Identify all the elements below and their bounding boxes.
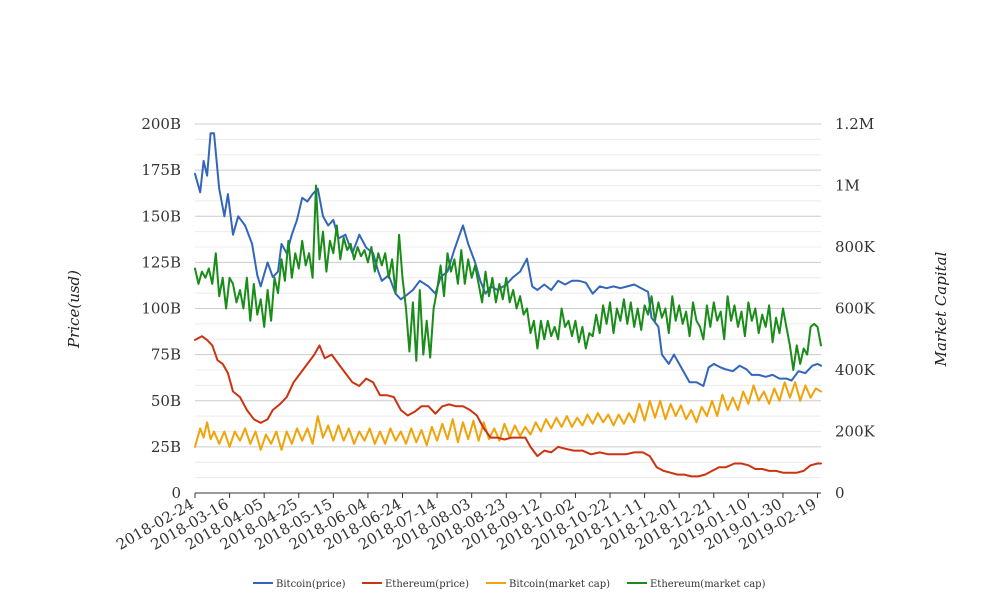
y-left-tick-label: 100B bbox=[141, 300, 181, 318]
x-axis: 2018-02-242018-03-162018-04-052018-04-25… bbox=[113, 493, 820, 554]
y-axis-right: 0 200K 400K 600K 800K 1M 1.2M bbox=[835, 115, 876, 502]
legend-item: Bitcoin(market cap) bbox=[486, 579, 610, 590]
y-left-tick-label: 25B bbox=[151, 438, 181, 456]
y-left-tick-label: 50B bbox=[151, 392, 181, 410]
series-lines bbox=[194, 132, 822, 478]
y-right-tick-label: 200K bbox=[835, 423, 876, 441]
series-line-bitcoin-market-cap bbox=[194, 381, 822, 451]
y-axis-left: 0 25B 50B 75B 100B 125B 150B 175B 200B bbox=[141, 115, 181, 502]
legend-item: Ethereum(price) bbox=[362, 579, 469, 590]
legend-label: Bitcoin(market cap) bbox=[509, 579, 610, 590]
y-axis-left-title: Price(usd) bbox=[65, 270, 83, 349]
y-left-tick-label: 200B bbox=[141, 115, 181, 133]
series-line-ethereum-market-cap bbox=[194, 184, 822, 371]
legend: Bitcoin(price) Ethereum(price) Bitcoin(mar… bbox=[253, 579, 766, 590]
legend-label: Ethereum(price) bbox=[385, 579, 469, 590]
legend-item: Ethereum(market cap) bbox=[627, 579, 766, 590]
series-line-bitcoin-price bbox=[194, 132, 822, 387]
y-right-tick-label: 600K bbox=[835, 300, 876, 318]
y-left-tick-label: 75B bbox=[151, 346, 181, 364]
legend-item: Bitcoin(price) bbox=[253, 579, 346, 590]
y-right-tick-label: 800K bbox=[835, 238, 876, 256]
y-right-tick-label: 1M bbox=[835, 177, 860, 195]
y-right-tick-label: 0 bbox=[835, 484, 845, 502]
y-left-tick-label: 150B bbox=[141, 207, 181, 225]
y-axis-right-title: Market Capital bbox=[932, 251, 950, 367]
legend-label: Ethereum(market cap) bbox=[650, 579, 766, 590]
legend-label: Bitcoin(price) bbox=[276, 579, 346, 590]
y-left-tick-label: 125B bbox=[141, 253, 181, 271]
series-line-ethereum-price bbox=[194, 335, 822, 478]
y-right-tick-label: 400K bbox=[835, 361, 876, 379]
y-left-tick-label: 175B bbox=[141, 161, 181, 179]
y-left-tick-label: 0 bbox=[171, 484, 181, 502]
y-right-tick-label: 1.2M bbox=[835, 115, 874, 133]
